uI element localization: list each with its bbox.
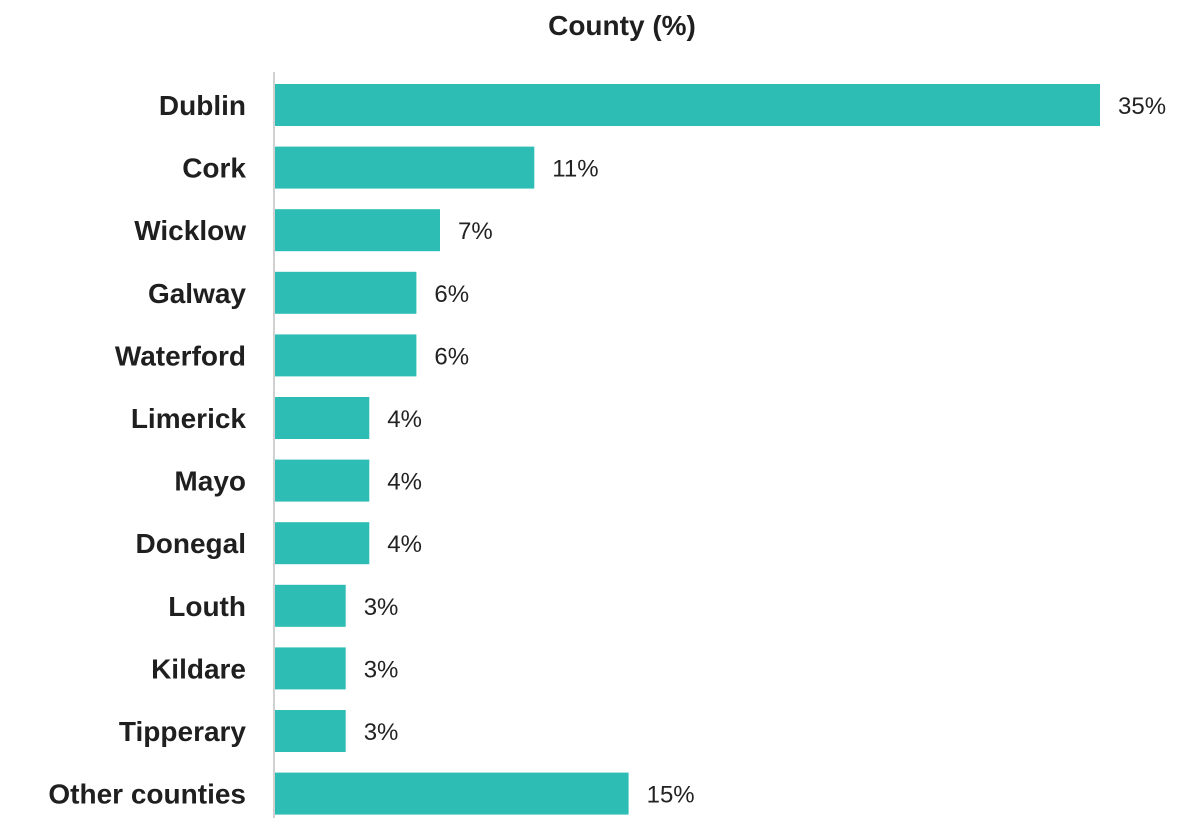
category-label: Dublin <box>159 90 246 121</box>
category-label: Mayo <box>174 466 246 497</box>
value-label: 15% <box>647 782 695 809</box>
bar-dublin <box>275 84 1100 126</box>
bar-kildare <box>275 647 346 690</box>
category-label: Kildare <box>151 653 246 684</box>
bar-cork <box>275 146 535 189</box>
value-label: 6% <box>434 343 469 370</box>
category-label: Other counties <box>48 779 246 810</box>
value-label: 4% <box>387 531 422 558</box>
bar-limerick <box>275 397 370 439</box>
category-label: Cork <box>182 153 246 184</box>
value-label: 7% <box>458 218 493 245</box>
bar-other-counties <box>275 772 629 815</box>
value-label: 6% <box>434 281 469 308</box>
value-label: 4% <box>387 406 422 433</box>
chart-title: County (%) <box>548 10 696 41</box>
bar-galway <box>275 271 417 314</box>
bar-tipperary <box>275 710 346 752</box>
category-label: Donegal <box>136 528 246 559</box>
bar-waterford <box>275 334 417 377</box>
category-label: Louth <box>168 591 246 622</box>
value-label: 35% <box>1118 93 1166 120</box>
category-label: Tipperary <box>119 716 247 747</box>
bar-donegal <box>275 522 370 565</box>
category-label: Waterford <box>115 340 246 371</box>
bars-group: Dublin 35% Cork 11% Wicklow 7% Galway 6% Waterfo… <box>48 84 1166 815</box>
value-label: 3% <box>364 594 399 621</box>
category-label: Limerick <box>131 403 247 434</box>
value-label: 3% <box>364 719 399 746</box>
bar-louth <box>275 584 346 627</box>
value-label: 4% <box>387 469 422 496</box>
category-label: Galway <box>148 278 246 309</box>
bar-wicklow <box>275 209 440 252</box>
bar-mayo <box>275 459 370 502</box>
category-label: Wicklow <box>134 215 246 246</box>
value-label: 3% <box>364 656 399 683</box>
value-label: 11% <box>552 156 598 183</box>
